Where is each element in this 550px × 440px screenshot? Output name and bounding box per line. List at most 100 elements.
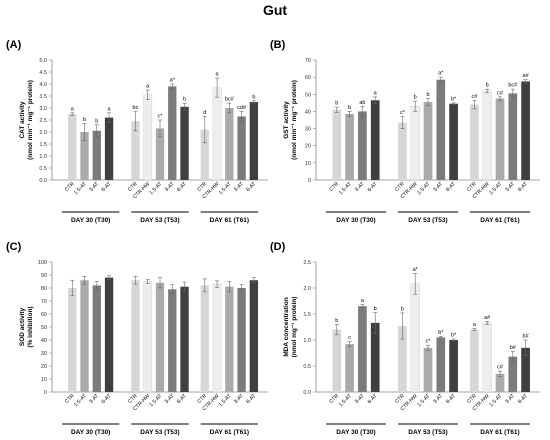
bar: [68, 288, 77, 392]
significance-label: b: [95, 118, 98, 124]
significance-label: b#: [510, 345, 517, 351]
y-tick-label: 70: [305, 58, 311, 64]
significance-label: b: [426, 92, 429, 98]
group-label: DAY 61 (T61): [480, 217, 519, 224]
y-axis-label: GST activity(nmol min⁻¹ mg⁻¹ protein): [283, 80, 298, 160]
y-tick-label: 1.5: [39, 142, 47, 148]
y-axis-label: CAT activity(nmol min⁻¹ mg⁻¹ protein): [19, 80, 34, 160]
bar: [345, 344, 354, 392]
category-label: 6-AT: [101, 393, 114, 406]
y-tick-label: 40: [305, 109, 311, 115]
bar: [370, 322, 380, 392]
bar: [68, 114, 77, 180]
y-axis-label-line: SOD activity: [19, 307, 26, 346]
bar: [143, 281, 153, 393]
category-label: CTR: [196, 181, 208, 193]
category-label: 1.5-AT: [218, 393, 234, 409]
significance-label: c: [348, 335, 351, 341]
bar: [521, 347, 530, 392]
bar: [495, 373, 505, 392]
category-label: CTR: [196, 393, 208, 405]
significance-label: b*: [451, 332, 457, 338]
y-tick-label: 30: [305, 127, 311, 133]
bar: [92, 285, 101, 392]
panel-label: (A): [6, 39, 22, 51]
bar: [436, 79, 446, 180]
y-tick-label: 60: [305, 75, 311, 81]
significance-label: a: [108, 106, 112, 112]
significance-label: a*: [438, 71, 444, 77]
significance-label: b: [348, 105, 351, 111]
significance-label: a: [146, 84, 150, 90]
bar: [155, 128, 165, 180]
significance-label: d: [203, 110, 206, 116]
bar: [249, 102, 259, 180]
significance-label: b*: [451, 96, 457, 102]
y-tick-label: 0: [44, 390, 47, 396]
y-tick-label: 20: [41, 364, 47, 370]
category-label: CTR: [64, 393, 76, 405]
bar: [155, 282, 165, 392]
y-tick-label: 2.5: [303, 260, 311, 266]
significance-label: a: [216, 72, 220, 78]
bar: [212, 283, 222, 393]
significance-label: c#: [497, 90, 504, 96]
category-label: CTR: [64, 181, 76, 193]
bar: [143, 94, 153, 181]
significance-label: a*: [170, 78, 176, 84]
bar: [131, 121, 140, 180]
y-tick-label: 60: [41, 312, 47, 318]
y-tick-label: 50: [305, 92, 311, 98]
bar: [410, 106, 420, 181]
category-label: 6-AT: [367, 393, 380, 406]
y-tick-label: 100: [38, 260, 47, 266]
category-label: 3-AT: [233, 181, 246, 194]
bar: [436, 337, 446, 392]
category-label: 1.5-AT: [416, 393, 432, 409]
category-label: 6-AT: [445, 393, 458, 406]
y-axis-label-line: (nmol mg⁻¹ protein): [291, 297, 298, 358]
bar: [332, 329, 342, 392]
group-label: DAY 30 (T30): [336, 429, 375, 436]
bar: [237, 116, 246, 180]
bar: [423, 102, 433, 180]
bar: [508, 356, 518, 392]
category-label: CTR: [466, 393, 478, 405]
bar: [237, 288, 246, 392]
y-tick-label: 4.0: [39, 82, 47, 88]
bar: [370, 100, 380, 180]
bar: [449, 340, 458, 392]
category-label: 3-AT: [164, 393, 177, 406]
bar: [332, 109, 342, 180]
y-tick-label: 0.5: [39, 166, 47, 172]
group-label: DAY 53 (T53): [140, 429, 179, 436]
category-label: 6-AT: [367, 181, 380, 194]
significance-label: b: [374, 306, 377, 312]
y-tick-label: 1.0: [303, 338, 311, 344]
bar: [482, 322, 492, 393]
bar: [212, 87, 222, 181]
category-label: 6-AT: [176, 181, 189, 194]
significance-label: a: [473, 322, 477, 328]
category-label: 1.5-AT: [73, 393, 89, 409]
chart-panel-2: (B) 0 10 20 30 40 50 60 70 GST activity(nmol min⁻…: [270, 39, 540, 224]
category-label: 3-AT: [504, 181, 517, 194]
bar: [470, 104, 479, 180]
category-label: CTR: [127, 181, 139, 193]
y-tick-label: 4.5: [39, 70, 47, 76]
bar: [80, 280, 89, 392]
significance-label: a#: [484, 315, 491, 321]
group-label: DAY 61 (T61): [210, 429, 249, 436]
y-tick-label: 5.0: [39, 58, 47, 64]
bar: [345, 114, 354, 180]
bar: [410, 283, 420, 393]
significance-label: b#: [523, 334, 530, 340]
bar: [470, 329, 479, 392]
y-tick-label: 40: [41, 338, 47, 344]
category-label: 1.5-AT: [338, 181, 354, 197]
significance-label: c*: [158, 114, 164, 120]
bar: [225, 108, 234, 180]
category-label: 3-AT: [432, 393, 445, 406]
bar: [80, 132, 89, 180]
